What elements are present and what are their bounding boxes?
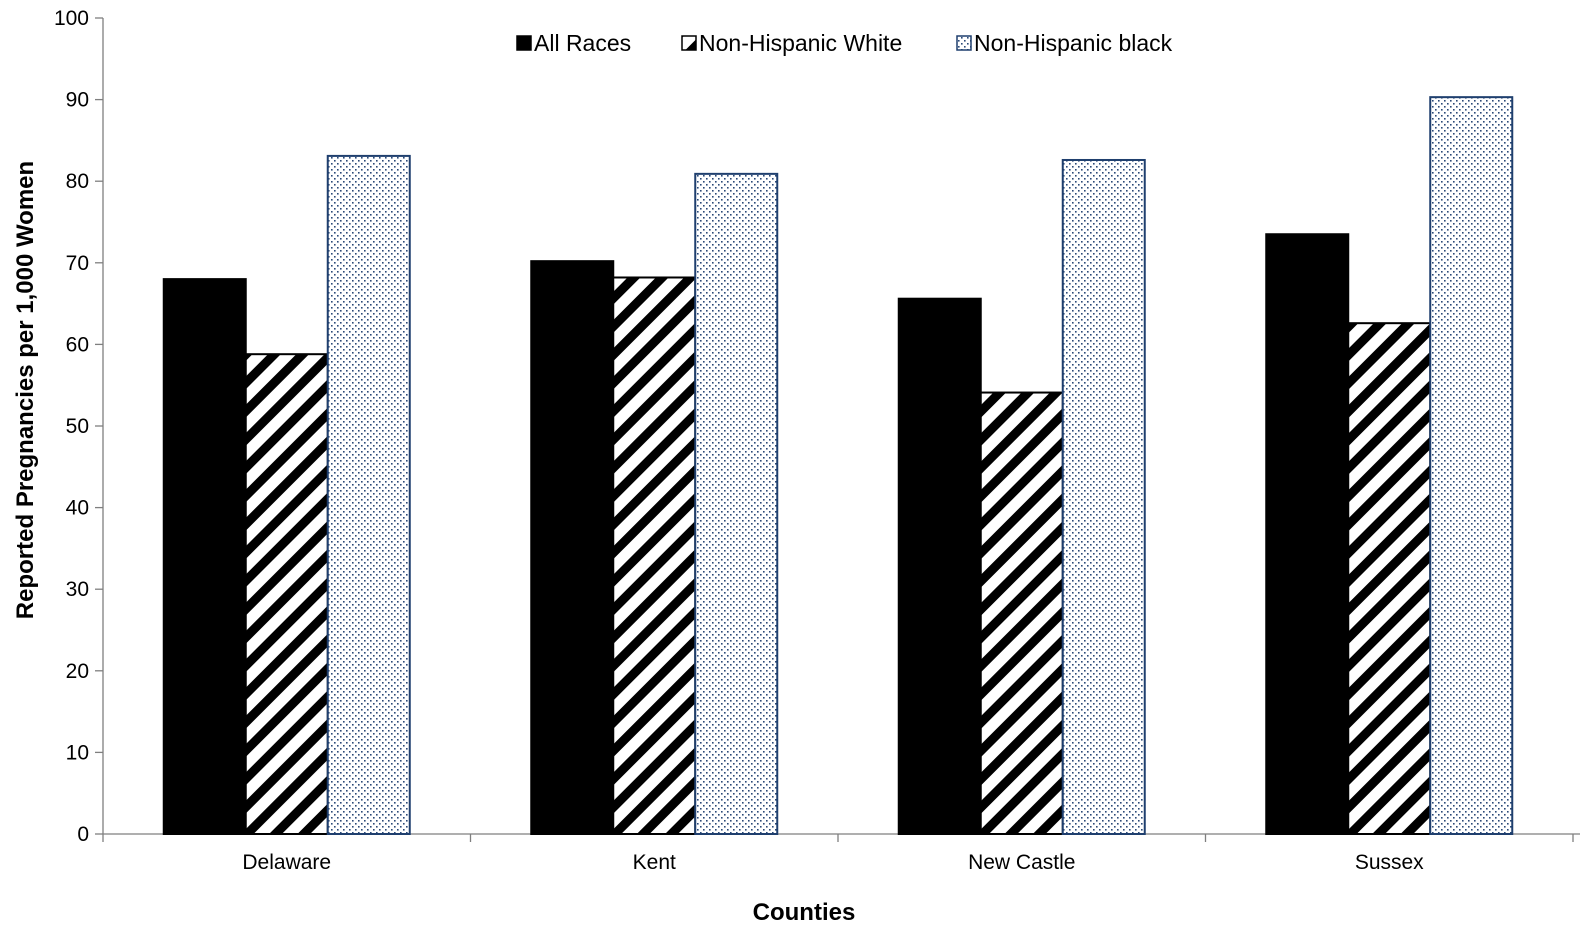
bar-all-races-kent [530, 260, 615, 835]
bar-non-hispanic-white-sussex [1347, 322, 1432, 835]
x-tick-label-new-castle: New Castle [968, 851, 1075, 874]
y-tick-label: 20 [66, 660, 89, 683]
x-tick-label-sussex: Sussex [1355, 851, 1424, 874]
y-tick-label: 100 [54, 7, 89, 30]
x-axis: Delaware Kent New Castle Sussex [102, 833, 1580, 874]
x-axis-title: Counties [753, 899, 856, 926]
y-axis: 0 10 20 30 40 50 60 70 80 90 100 [54, 7, 104, 846]
y-tick-label: 10 [66, 741, 89, 764]
legend-swatch-all-races [516, 35, 532, 51]
bar-non-hispanic-white-delaware [244, 353, 329, 835]
bar-non-hispanic-black-new-castle [1061, 158, 1146, 835]
y-tick-label: 30 [66, 578, 89, 601]
y-tick-label: 0 [77, 823, 89, 846]
bar-non-hispanic-black-kent [694, 172, 779, 835]
bar-non-hispanic-white-new-castle [979, 391, 1064, 835]
y-tick-label: 70 [66, 252, 89, 275]
legend: All Races Non-Hispanic White Non-Hispani… [516, 30, 1173, 56]
bar-all-races-new-castle [897, 297, 982, 836]
legend-label-non-hispanic-black: Non-Hispanic black [974, 30, 1173, 56]
y-tick-label: 60 [66, 333, 89, 356]
legend-label-non-hispanic-white: Non-Hispanic White [699, 30, 902, 56]
x-tick-label-kent: Kent [633, 851, 676, 874]
y-tick-label: 50 [66, 415, 89, 438]
bar-non-hispanic-black-sussex [1429, 96, 1514, 836]
legend-swatch-non-hispanic-black [956, 35, 972, 51]
bars-group [162, 96, 1514, 836]
legend-item-all-races: All Races [516, 30, 631, 56]
legend-item-non-hispanic-white: Non-Hispanic White [681, 30, 902, 56]
legend-label-all-races: All Races [534, 30, 631, 56]
bar-all-races-sussex [1265, 233, 1350, 836]
y-axis-title: Reported Pregnancies per 1,000 Women [12, 161, 39, 619]
y-tick-label: 90 [66, 89, 89, 112]
y-tick-label: 40 [66, 497, 89, 520]
legend-swatch-non-hispanic-white [681, 35, 697, 51]
x-tick-label-delaware: Delaware [242, 851, 331, 874]
bar-non-hispanic-white-kent [612, 276, 697, 836]
y-tick-label: 80 [66, 170, 89, 193]
bar-all-races-delaware [162, 278, 247, 835]
legend-item-non-hispanic-black: Non-Hispanic black [956, 30, 1173, 56]
bar-non-hispanic-black-delaware [326, 154, 411, 836]
